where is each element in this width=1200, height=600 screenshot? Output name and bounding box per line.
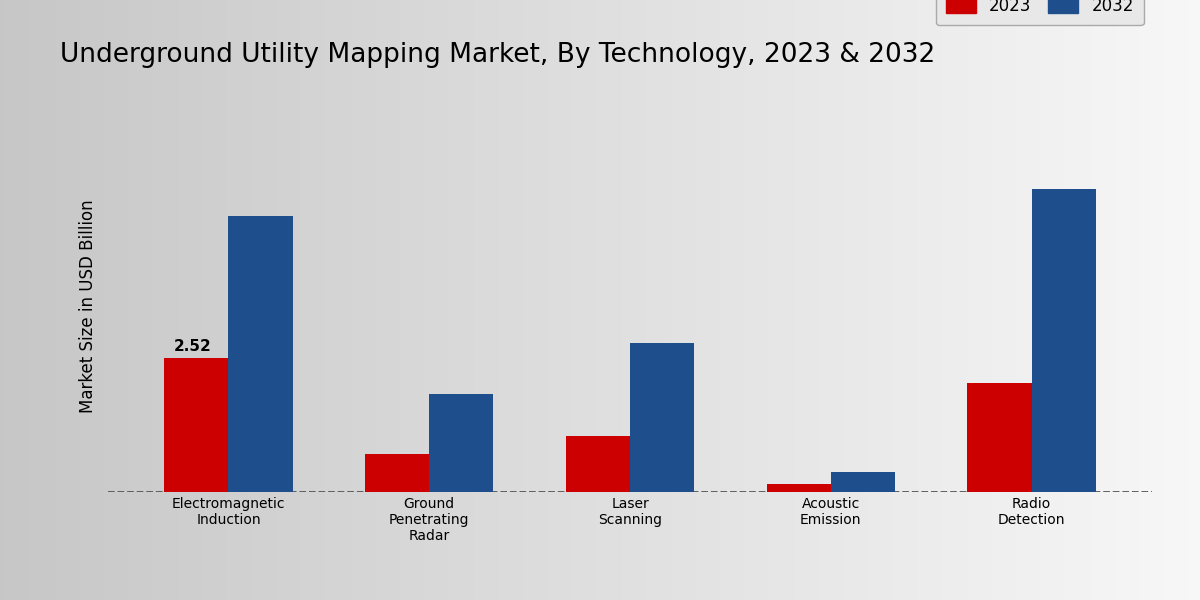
Bar (630, 343, 695, 492)
Bar (565, 436, 630, 492)
Bar (430, 394, 493, 492)
Bar (830, 472, 895, 492)
Bar (1032, 189, 1096, 492)
Y-axis label: Market Size in USD Billion: Market Size in USD Billion (79, 199, 97, 413)
Text: Underground Utility Mapping Market, By Technology, 2023 & 2032: Underground Utility Mapping Market, By T… (60, 42, 935, 68)
Legend: 2023, 2032: 2023, 2032 (936, 0, 1144, 25)
Bar (967, 383, 1032, 492)
Bar (164, 358, 228, 492)
Text: 2.52: 2.52 (174, 339, 211, 354)
Bar (365, 454, 430, 492)
Bar (767, 484, 830, 492)
Bar (228, 215, 293, 492)
